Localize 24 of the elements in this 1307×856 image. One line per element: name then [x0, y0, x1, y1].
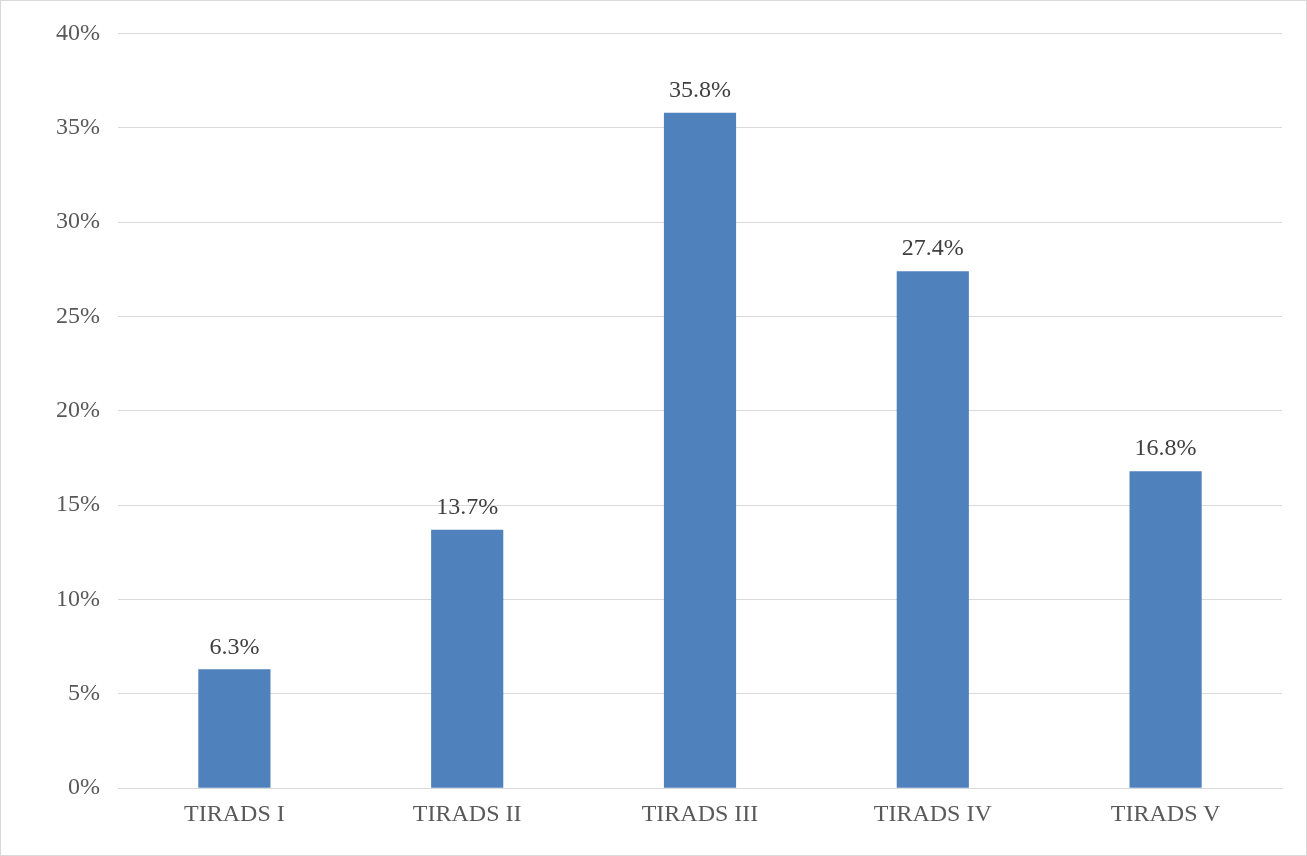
x-tick-label: TIRADS II	[412, 799, 522, 826]
y-tick-label: 25%	[56, 301, 100, 328]
y-tick-label: 15%	[56, 490, 100, 517]
data-label: 35.8%	[669, 75, 731, 102]
bar	[1129, 471, 1202, 788]
bar	[198, 669, 271, 788]
y-tick-label: 10%	[56, 584, 100, 611]
x-tick-label: TIRADS I	[184, 799, 285, 826]
data-label: 27.4%	[901, 234, 964, 261]
y-tick-label: 35%	[56, 113, 100, 140]
data-label: 6.3%	[209, 632, 260, 659]
y-tick-label: 40%	[56, 18, 100, 45]
y-tick-label: 30%	[56, 207, 100, 234]
data-label: 13.7%	[436, 492, 499, 519]
bar	[896, 271, 969, 788]
x-tick-label: TIRADS III	[641, 799, 759, 826]
x-tick-label: TIRADS IV	[873, 799, 993, 826]
y-tick-label: 5%	[68, 679, 100, 706]
y-tick-label: 0%	[68, 773, 100, 800]
x-tick-label: TIRADS V	[1110, 799, 1222, 826]
y-tick-label: 20%	[56, 396, 100, 423]
data-label: 16.8%	[1134, 434, 1197, 461]
bar	[663, 112, 737, 788]
bar	[431, 529, 504, 788]
